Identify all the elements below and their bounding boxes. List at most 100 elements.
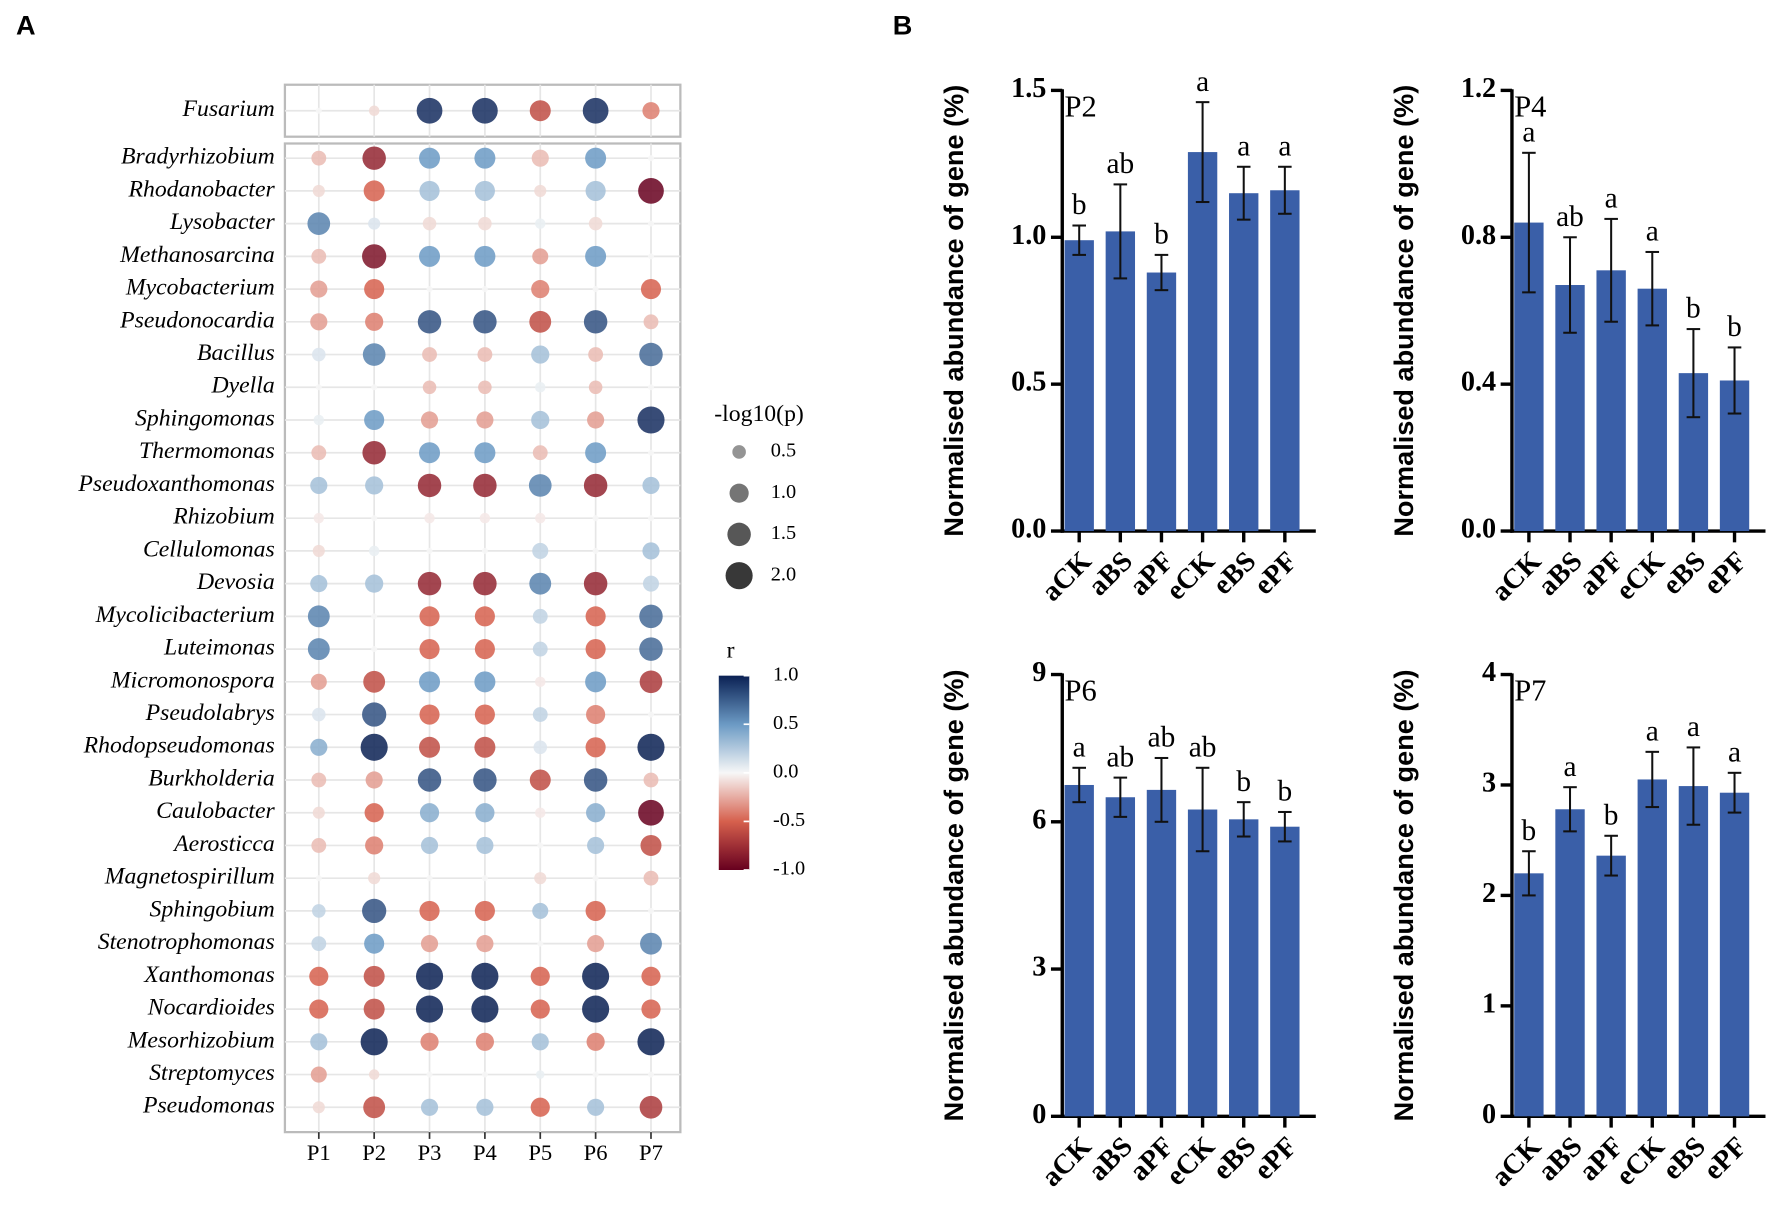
bubble [481, 1071, 488, 1078]
bubble [311, 248, 327, 264]
bubble [585, 442, 607, 464]
row-label: Pseudonocardia [119, 307, 275, 333]
y-tick-label: 0.8 [1461, 220, 1496, 251]
bubble [477, 347, 493, 362]
bar [1146, 789, 1177, 1117]
bubble [419, 803, 440, 823]
y-tick-label: 6 [1032, 804, 1046, 835]
bubble [311, 772, 327, 788]
bubble [531, 345, 550, 364]
legend-title: -log10(p) [714, 401, 804, 427]
bubble [371, 515, 378, 522]
bar [1270, 826, 1300, 1117]
bubble [474, 900, 495, 921]
bubble [586, 803, 606, 823]
bubble [474, 704, 495, 725]
bubble [311, 936, 327, 952]
bubble [528, 474, 552, 497]
bubble [415, 995, 444, 1023]
bubble [310, 313, 328, 331]
row-label: Nocardioides [147, 995, 275, 1021]
bubble [587, 1098, 605, 1116]
y-tick-label: 1.5 [1011, 73, 1046, 104]
bubble [315, 107, 322, 114]
colorbar-label: 0.5 [773, 712, 798, 734]
bubble [363, 670, 386, 693]
bubble [479, 512, 491, 524]
bubble [474, 245, 496, 267]
legend-bubble [727, 522, 751, 547]
bubble [419, 606, 440, 627]
bubble [529, 769, 551, 791]
row-label: Stenotrophomonas [98, 929, 275, 955]
bar [1187, 809, 1218, 1117]
bubble [643, 314, 659, 330]
x-tick-label: P1 [307, 1140, 331, 1165]
bubble [363, 1096, 386, 1119]
bubble [416, 97, 443, 124]
bubble [474, 736, 496, 758]
bubble [368, 872, 381, 885]
bubble [475, 803, 495, 823]
bubble [420, 836, 439, 855]
row-label: Sphingobium [150, 896, 275, 922]
bubble [365, 771, 383, 789]
x-tick-label: P4 [473, 1140, 497, 1165]
bubble [638, 178, 664, 204]
bubble [312, 1101, 325, 1114]
bubble [476, 836, 494, 855]
bubble [535, 218, 546, 229]
bubble [592, 515, 599, 522]
chart-title: P4 [1514, 90, 1546, 124]
row-label: Streptomyces [149, 1060, 275, 1086]
bubble [311, 150, 327, 166]
bar [1555, 809, 1585, 1117]
colorbar-label: 0.0 [773, 761, 798, 783]
bubble [312, 544, 325, 557]
bubble [365, 836, 384, 855]
y-tick-label: 0.0 [1011, 514, 1046, 545]
bubble [315, 384, 322, 391]
row-label: Thermomonas [139, 438, 275, 464]
bubble [531, 410, 550, 430]
bubble [586, 704, 606, 725]
legend-bubble [725, 562, 753, 590]
bubble [310, 673, 327, 690]
bubble [592, 547, 599, 554]
row-label: Fusarium [181, 96, 274, 122]
bubble [426, 1071, 433, 1078]
legend-bubble [729, 483, 749, 503]
bubble [478, 380, 492, 395]
bubble [535, 676, 546, 688]
bubble [582, 97, 609, 124]
bubble [647, 449, 655, 456]
bubble [473, 310, 497, 334]
bubble [530, 1097, 550, 1117]
bubble [534, 872, 547, 885]
bubble [647, 384, 655, 391]
bar [1637, 779, 1667, 1117]
bubble [643, 772, 659, 788]
significance-label: ab [1106, 148, 1134, 180]
x-tick-label: ePF [1248, 1131, 1303, 1186]
bubble [532, 641, 548, 657]
y-tick-label: 3 [1482, 767, 1496, 798]
bubble [588, 380, 603, 395]
bubble [532, 902, 549, 919]
bubble [637, 733, 665, 761]
row-label: Methanosarcina [119, 242, 275, 268]
bubble [473, 571, 497, 596]
significance-label: a [1278, 130, 1291, 162]
significance-label: a [1605, 183, 1618, 215]
bubble [476, 1098, 494, 1116]
bubble [530, 966, 550, 986]
bubble [587, 935, 605, 953]
row-label: Dyella [211, 373, 275, 399]
colorbar-label: 1.0 [773, 663, 798, 685]
bubble [417, 768, 442, 792]
bubble [476, 935, 494, 953]
bubble [535, 807, 546, 818]
bubble [585, 671, 607, 693]
bubble [474, 180, 495, 201]
significance-label: a [1522, 116, 1535, 148]
